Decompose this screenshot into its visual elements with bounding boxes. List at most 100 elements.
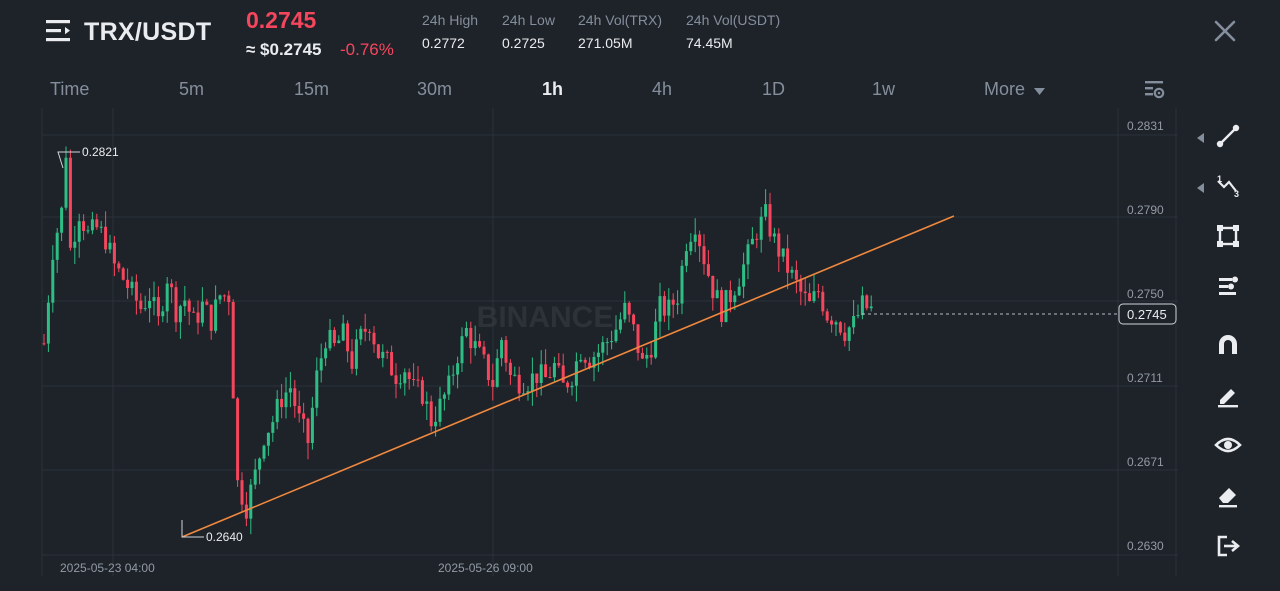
pencil-icon [1218, 389, 1238, 408]
candle-body [214, 299, 218, 331]
candle-body [693, 234, 697, 242]
expand-arrow-icon[interactable] [1197, 130, 1204, 148]
y-tick-label: 0.2630 [1127, 539, 1164, 553]
candle-body [302, 413, 306, 419]
eye-icon [1214, 437, 1242, 453]
candle-body [808, 293, 812, 302]
pattern-tool[interactable] [1210, 268, 1246, 304]
tab-30m[interactable]: 30m [417, 79, 453, 99]
candle-body [746, 244, 750, 265]
candle-body [816, 291, 820, 293]
candle-body [500, 340, 504, 359]
tab-1w[interactable]: 1w [872, 79, 896, 99]
candle-body [724, 290, 728, 322]
candle-body [640, 352, 644, 359]
menu-icon[interactable] [46, 18, 74, 44]
candle-body [126, 279, 130, 289]
pattern-icon [1219, 276, 1238, 295]
rectangle-tool[interactable] [1210, 218, 1246, 254]
y-axis: 0.2831 0.2790 0.2750 0.2711 0.2671 0.263… [1127, 119, 1164, 553]
candle-body [262, 445, 266, 459]
expand-arrow-icon[interactable] [1197, 180, 1204, 198]
candle-body [852, 315, 856, 328]
candle-body [152, 297, 156, 302]
x-tick-label: 2025-05-26 09:00 [438, 561, 533, 575]
visibility-tool[interactable] [1210, 427, 1246, 463]
fibonacci-icon: 13 [1217, 174, 1239, 198]
trend-line-tool[interactable] [1210, 118, 1246, 154]
candle-body [733, 295, 737, 303]
candle-body [750, 238, 754, 245]
pencil-tool[interactable] [1210, 377, 1246, 413]
candle-body [781, 248, 785, 257]
candle-body [821, 291, 825, 312]
low-annotation: 0.2640 [181, 520, 243, 544]
candle-body [486, 354, 490, 381]
eraser-icon [1219, 488, 1237, 508]
candle-body [737, 286, 741, 296]
tab-more[interactable]: More [984, 79, 1046, 101]
candle-body [350, 351, 354, 369]
trading-pair[interactable]: TRX/USDT [84, 18, 212, 46]
candle-body [755, 238, 759, 240]
trend-line[interactable] [181, 215, 955, 538]
candle-body [658, 296, 662, 322]
candle-body [244, 504, 248, 519]
market-header: TRX/USDT 0.2745 ≈ $0.2745 -0.76% 24h Hig… [0, 0, 1280, 70]
candle-body [178, 306, 182, 323]
candle-body [324, 348, 328, 359]
candle-body [99, 226, 103, 228]
candle-body [429, 401, 433, 427]
stat-label: 24h Low [502, 12, 555, 28]
y-tick-label: 0.2790 [1127, 203, 1164, 217]
candle-body [552, 363, 556, 378]
stat-value: 271.05M [578, 35, 633, 51]
magnet-tool[interactable] [1210, 327, 1246, 363]
close-icon[interactable] [1212, 18, 1238, 44]
tab-1h[interactable]: 1h [542, 79, 564, 99]
tab-time[interactable]: Time [50, 79, 90, 99]
tab-15m[interactable]: 15m [294, 79, 330, 99]
candle-body [689, 241, 693, 252]
chart-settings-icon[interactable] [1144, 80, 1166, 100]
candle-body [275, 398, 279, 423]
candle-body [777, 233, 781, 257]
candle-body [583, 359, 587, 363]
candle-body [847, 327, 851, 341]
candle-body [249, 484, 253, 519]
candle-body [148, 301, 152, 309]
candle-body [618, 319, 622, 330]
candle-body [720, 290, 724, 322]
candle-body [702, 246, 706, 265]
candle-body [561, 365, 565, 383]
candle-body [196, 312, 200, 323]
candle-body [447, 375, 451, 395]
candle-body [742, 264, 746, 287]
candle-body [522, 393, 526, 395]
candle-body [764, 204, 768, 217]
candle-body [284, 392, 288, 408]
candle-body [403, 372, 407, 384]
tab-1d[interactable]: 1D [762, 79, 786, 99]
candle-body [627, 302, 631, 315]
candle-body [434, 421, 438, 427]
stat-value: 0.2725 [502, 35, 545, 51]
candle-body [346, 323, 350, 352]
stat-label: 24h Vol(TRX) [578, 12, 663, 28]
tab-4h[interactable]: 4h [652, 79, 673, 99]
candle-body [588, 362, 592, 368]
exit-tool[interactable] [1210, 528, 1246, 564]
candle-body [856, 315, 860, 317]
exit-icon [1217, 535, 1241, 557]
svg-text:3: 3 [1234, 189, 1239, 198]
candle-body [315, 370, 319, 408]
candle-body [517, 374, 521, 394]
candle-body [161, 311, 165, 317]
tab-5m[interactable]: 5m [179, 79, 205, 99]
candle-body [104, 226, 108, 250]
stat-value: 74.45M [686, 35, 733, 51]
eraser-tool[interactable] [1210, 477, 1246, 513]
candle-body [280, 398, 284, 408]
